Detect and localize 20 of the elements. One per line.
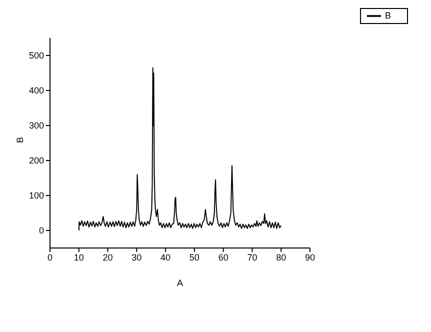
line-series [78, 67, 282, 231]
y-axis-title: B [15, 136, 26, 143]
y-tick-label: 500 [28, 50, 44, 61]
x-tick-label: 90 [304, 252, 315, 262]
x-axis-title: A [176, 278, 183, 288]
x-tick-label: 10 [74, 252, 84, 262]
y-tick-label: 0 [38, 226, 44, 236]
x-tick-label: 60 [218, 252, 228, 262]
x-tick-label: 20 [102, 252, 113, 262]
x-tick-label: 0 [47, 252, 53, 262]
x-tick-label: 80 [276, 252, 286, 262]
legend-label: B [384, 10, 391, 20]
x-tick-label: 50 [189, 252, 200, 262]
x-tick-label: 70 [247, 252, 258, 262]
y-tick-label: 200 [28, 156, 44, 166]
y-tick-label: 300 [28, 120, 44, 131]
x-tick-label: 40 [160, 252, 171, 262]
y-tick-label: 400 [28, 86, 44, 96]
x-tick-label: 30 [132, 252, 142, 262]
y-tick-label: 100 [28, 190, 44, 201]
